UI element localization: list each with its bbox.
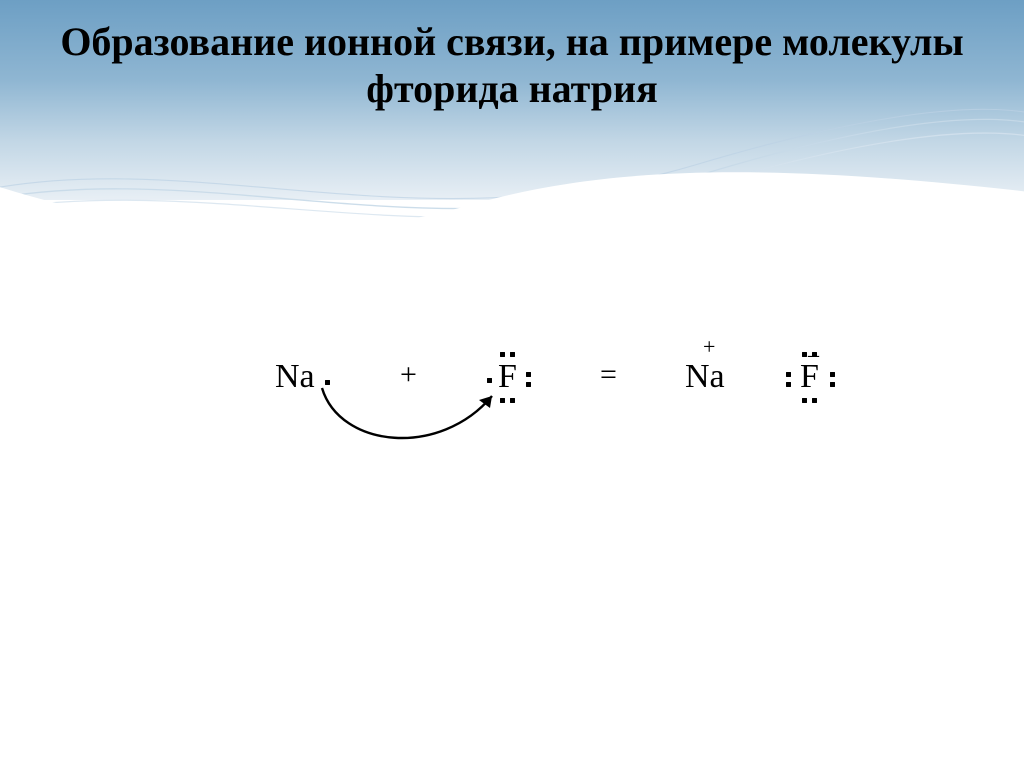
operator-plus: + bbox=[400, 358, 417, 392]
slide-title: Образование ионной связи, на примере мол… bbox=[0, 18, 1024, 112]
electron-dot bbox=[812, 352, 817, 357]
arrow-curve bbox=[322, 388, 492, 438]
atom-na-reactant: Na bbox=[275, 360, 315, 394]
electron-dot bbox=[786, 382, 791, 387]
electron-dot bbox=[526, 382, 531, 387]
electron-dot bbox=[812, 398, 817, 403]
electron-dot bbox=[500, 352, 505, 357]
atom-f-product: F _ bbox=[800, 360, 819, 394]
electron-dot bbox=[510, 398, 515, 403]
atom-na-product: Na + bbox=[685, 360, 725, 394]
arrow-head bbox=[479, 396, 492, 408]
operator-equals: = bbox=[600, 358, 617, 392]
atom-f-reactant: F bbox=[498, 360, 517, 394]
electron-dot bbox=[802, 352, 807, 357]
electron-dot bbox=[526, 372, 531, 377]
electron-dot bbox=[510, 352, 515, 357]
electron-dot bbox=[500, 398, 505, 403]
atom-symbol: Na bbox=[685, 358, 725, 395]
electron-dot bbox=[786, 372, 791, 377]
electron-dot bbox=[487, 378, 492, 383]
electron-dot bbox=[830, 372, 835, 377]
charge-plus: + bbox=[703, 334, 715, 360]
atom-symbol: Na bbox=[275, 358, 315, 395]
electron-dot bbox=[325, 380, 330, 385]
electron-dot bbox=[830, 382, 835, 387]
atom-symbol: F bbox=[498, 358, 517, 395]
electron-dot bbox=[802, 398, 807, 403]
slide-header: Образование ионной связи, на примере мол… bbox=[0, 0, 1024, 200]
lewis-diagram: Na + F = Na + F _ bbox=[0, 280, 1024, 500]
atom-symbol: F bbox=[800, 358, 819, 395]
